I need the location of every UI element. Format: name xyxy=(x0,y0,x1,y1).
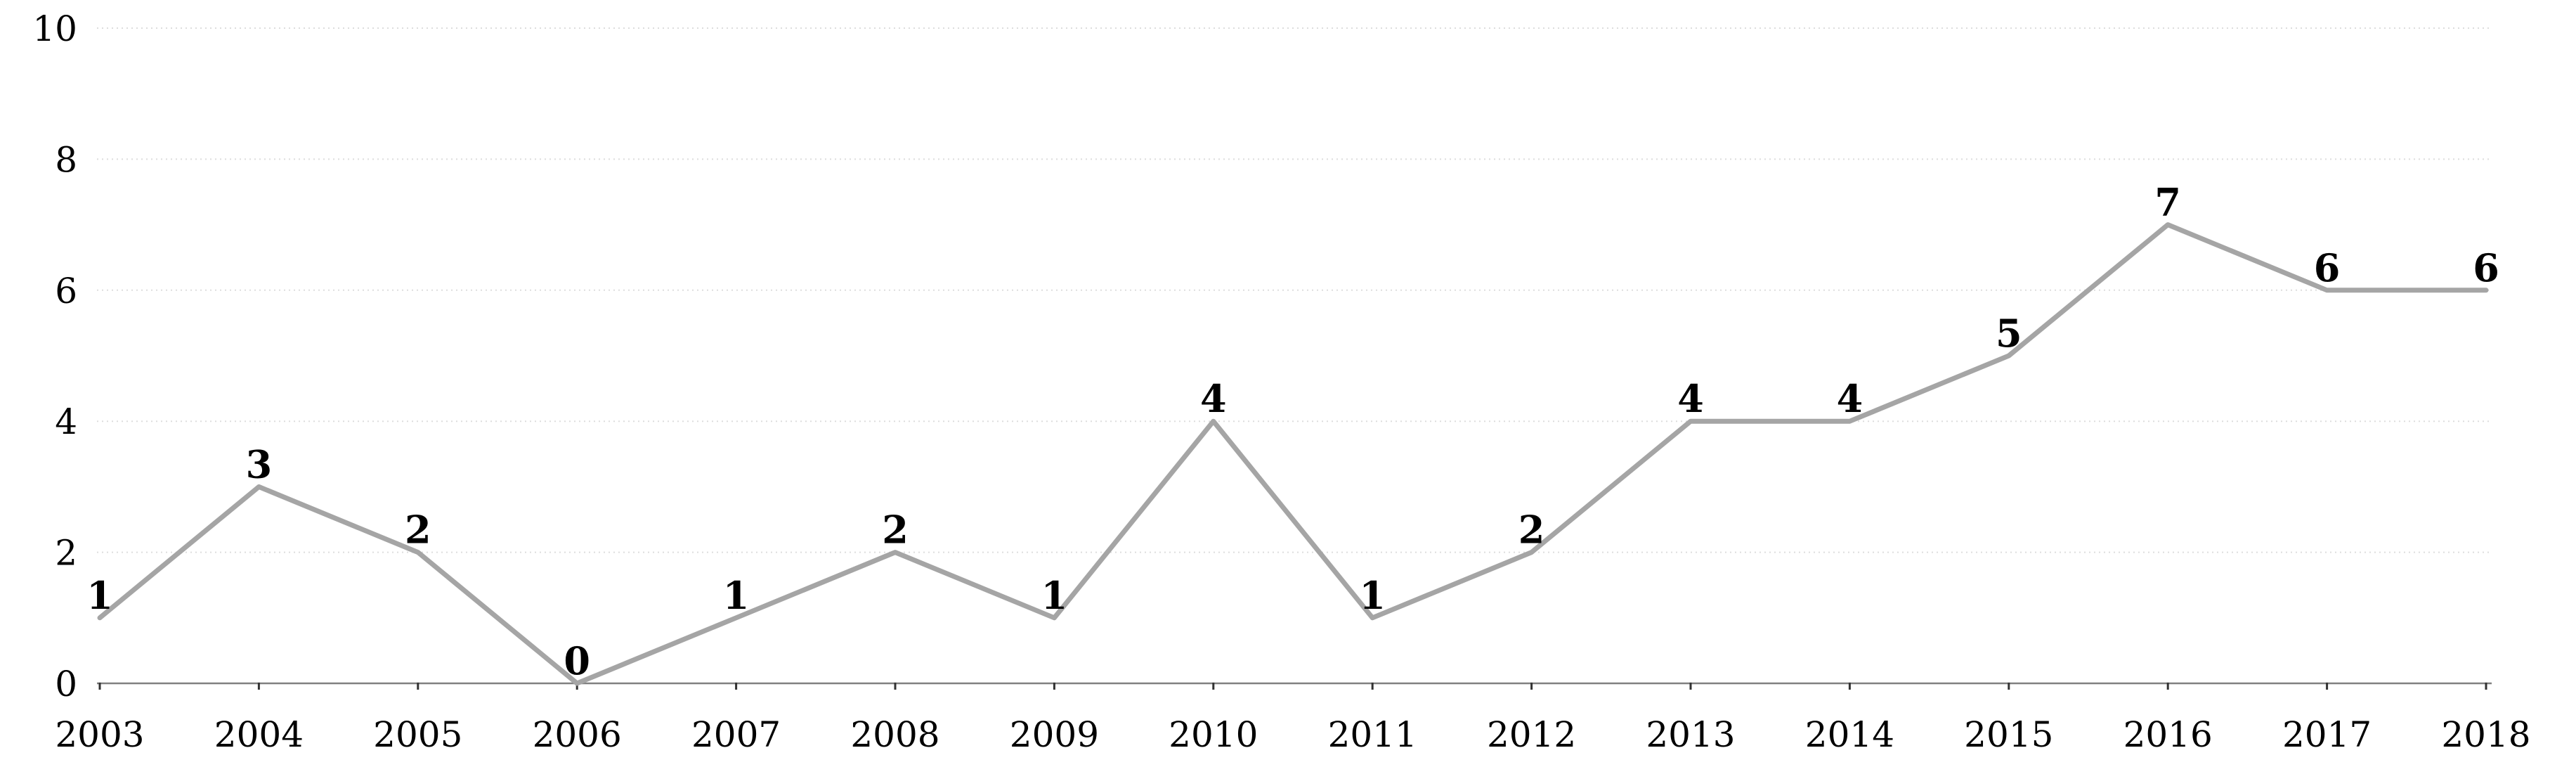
x-axis-tick-label: 2012 xyxy=(1487,714,1576,755)
y-axis-tick-label: 2 xyxy=(55,533,77,574)
data-point-label: 6 xyxy=(2314,245,2341,290)
data-point-label: 0 xyxy=(564,638,590,683)
x-axis-tick-label: 2007 xyxy=(691,714,781,755)
data-point-label: 4 xyxy=(1677,376,1704,421)
y-axis-tick-label: 8 xyxy=(55,139,77,180)
data-point-label: 6 xyxy=(2473,245,2499,290)
y-axis-tick-label: 0 xyxy=(55,664,77,704)
x-axis-tick-label: 2011 xyxy=(1328,714,1417,755)
x-axis-tick-label: 2014 xyxy=(1805,714,1894,755)
data-point-label: 2 xyxy=(405,508,431,553)
data-point-label: 5 xyxy=(1996,311,2022,356)
x-axis-tick-label: 2017 xyxy=(2282,714,2372,755)
data-point-label: 4 xyxy=(1200,376,1227,421)
x-axis-tick-label: 2013 xyxy=(1646,714,1735,755)
y-axis-tick-label: 4 xyxy=(55,401,77,442)
x-axis-tick-label: 2015 xyxy=(1964,714,2053,755)
data-point-label: 1 xyxy=(1041,573,1068,618)
data-point-label: 2 xyxy=(1518,508,1545,553)
data-point-label: 3 xyxy=(246,441,273,486)
x-axis-tick-label: 2004 xyxy=(214,714,304,755)
y-axis-tick-label: 10 xyxy=(32,8,77,49)
data-point-label: 1 xyxy=(1359,573,1386,618)
x-axis-tick-label: 2005 xyxy=(373,714,462,755)
data-point-label: 7 xyxy=(2154,180,2181,225)
y-axis-tick-label: 6 xyxy=(55,271,77,311)
data-series-line xyxy=(97,222,2489,686)
data-point-label: 1 xyxy=(86,573,113,618)
data-point-label: 1 xyxy=(723,573,750,618)
data-point-label: 2 xyxy=(882,508,909,553)
x-axis-tick-label: 2006 xyxy=(533,714,622,755)
x-axis-tick-label: 2009 xyxy=(1010,714,1099,755)
x-axis-tick-label: 2010 xyxy=(1169,714,1258,755)
x-axis-tick-label: 2003 xyxy=(55,714,144,755)
x-axis-tick-label: 2008 xyxy=(850,714,939,755)
x-axis-tick-label: 2016 xyxy=(2123,714,2213,755)
x-axis-tick-label: 2018 xyxy=(2441,714,2530,755)
data-point-label: 4 xyxy=(1837,376,1863,421)
